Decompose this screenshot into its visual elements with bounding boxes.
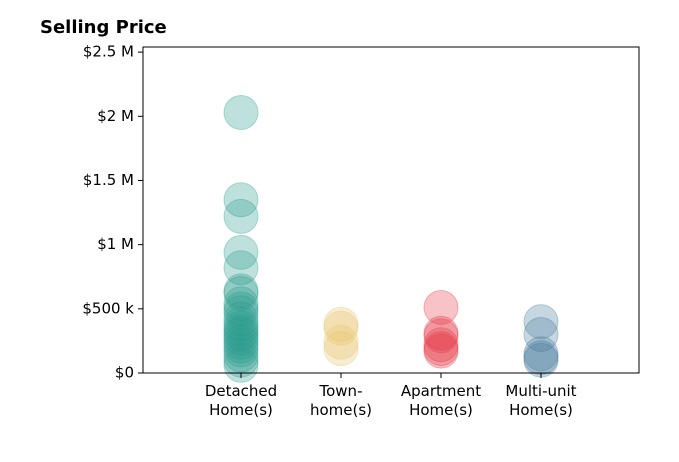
y-tick-label: $1.5 M — [83, 171, 134, 189]
point — [223, 234, 259, 270]
point — [423, 333, 459, 369]
point — [523, 304, 559, 340]
point — [523, 316, 559, 352]
point — [423, 327, 459, 363]
x-tick-label: Multi-unit Home(s) — [505, 382, 577, 419]
point — [223, 316, 259, 352]
point — [323, 324, 359, 360]
point — [223, 324, 259, 360]
point — [523, 342, 559, 378]
point — [223, 94, 259, 130]
point — [423, 331, 459, 367]
y-tick-label: $2.5 M — [83, 43, 134, 61]
point — [223, 275, 259, 311]
point — [223, 337, 259, 373]
point — [223, 286, 259, 322]
point — [223, 301, 259, 337]
point — [323, 331, 359, 367]
point — [323, 306, 359, 342]
point — [223, 328, 259, 364]
point — [223, 347, 259, 383]
point — [423, 318, 459, 354]
y-tick-label: $2 M — [97, 107, 134, 125]
point — [223, 314, 259, 350]
point — [523, 336, 559, 372]
point — [423, 315, 459, 351]
point — [223, 182, 259, 218]
point — [423, 290, 459, 326]
point — [323, 310, 359, 346]
chart-title: Selling Price — [40, 17, 167, 38]
x-tick-label: Town- home(s) — [309, 382, 373, 419]
plot-frame — [142, 46, 640, 374]
point — [223, 320, 259, 356]
point — [223, 291, 259, 327]
point — [223, 310, 259, 346]
y-tick-label: $1 M — [97, 235, 134, 253]
x-tick-label: Detached Home(s) — [204, 382, 278, 419]
y-tick-label: $0 — [115, 364, 134, 382]
point — [223, 273, 259, 309]
y-tick-label: $500 k — [82, 299, 134, 317]
point — [223, 295, 259, 331]
point — [223, 306, 259, 342]
x-tick-label: Apartment Home(s) — [400, 382, 482, 419]
point — [223, 250, 259, 286]
point — [223, 332, 259, 368]
point — [223, 198, 259, 234]
